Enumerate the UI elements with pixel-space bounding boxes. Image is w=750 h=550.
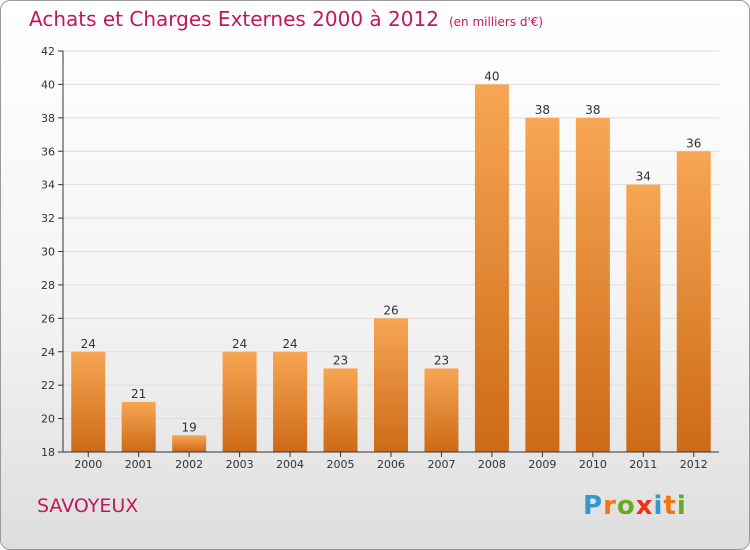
x-tick-label: 2001 <box>125 458 153 471</box>
y-tick-label: 20 <box>41 413 55 426</box>
bar-value-label: 36 <box>686 136 701 150</box>
x-tick-label: 2007 <box>427 458 455 471</box>
x-tick-label: 2003 <box>226 458 254 471</box>
y-tick-label: 36 <box>41 145 55 158</box>
bar-2004 <box>273 351 308 452</box>
bar-value-label: 24 <box>81 337 96 351</box>
bars <box>71 84 711 453</box>
bar-2008 <box>474 84 509 453</box>
bar-2012 <box>676 151 711 452</box>
logo-letter: i <box>653 491 664 521</box>
x-tick-label: 2006 <box>377 458 405 471</box>
x-tick-label: 2002 <box>175 458 203 471</box>
data-labels: 24 21 19 24 24 23 26 23 40 38 38 34 36 <box>81 69 702 434</box>
logo-letter: r <box>603 491 617 521</box>
bar-2006 <box>374 318 408 452</box>
y-tick-label: 26 <box>41 312 55 325</box>
bar-value-label: 19 <box>182 420 197 434</box>
bar-2000 <box>71 351 106 452</box>
y-tick-label: 28 <box>41 279 55 292</box>
x-tick-label: 2005 <box>327 458 355 471</box>
y-tick-label: 38 <box>41 112 55 125</box>
bar-2009 <box>525 117 560 452</box>
chart-title-text: Achats et Charges Externes 2000 à 2012 <box>29 7 439 31</box>
bar-value-label: 24 <box>232 337 247 351</box>
y-tick-label: 32 <box>41 212 55 225</box>
y-tick-label: 18 <box>41 446 55 459</box>
y-tick-label: 34 <box>41 179 55 192</box>
bar-value-label: 21 <box>131 387 146 401</box>
bar-2010 <box>575 117 610 452</box>
logo-letter: P <box>583 491 604 521</box>
bar-value-label: 26 <box>383 303 398 317</box>
y-tick-label: 42 <box>41 45 55 58</box>
x-tick-label: 2011 <box>629 458 657 471</box>
x-tick-label: 2000 <box>74 458 102 471</box>
commune-name: SAVOYEUX <box>37 495 139 517</box>
bar-2002 <box>172 435 207 452</box>
logo-letter: o <box>616 491 636 521</box>
axes: 18 20 22 24 26 28 30 32 34 36 38 40 42 2000 2001 2002 20… <box>41 45 719 471</box>
x-tick-label: 2012 <box>680 458 708 471</box>
y-tick-label: 40 <box>41 78 55 91</box>
bar-2001 <box>121 401 156 452</box>
bar-value-label: 23 <box>333 353 348 367</box>
x-tick-label: 2010 <box>579 458 607 471</box>
bar-value-label: 24 <box>282 337 297 351</box>
logo-letter: t <box>663 491 677 521</box>
bar-value-label: 38 <box>535 103 550 117</box>
y-tick-label: 24 <box>41 346 55 359</box>
bar-value-label: 23 <box>434 353 449 367</box>
logo-letter: x <box>635 491 654 521</box>
bar-2003 <box>222 351 257 452</box>
x-tick-label: 2009 <box>528 458 556 471</box>
x-tick-label: 2008 <box>478 458 506 471</box>
bar-value-label: 38 <box>585 103 600 117</box>
y-tick-label: 22 <box>41 379 55 392</box>
bar-2011 <box>626 184 661 452</box>
bar-2007 <box>424 368 459 452</box>
bar-value-label: 40 <box>484 69 499 83</box>
proxiti-logo[interactable]: Proxiti <box>583 491 687 521</box>
chart-title: Achats et Charges Externes 2000 à 2012 (e… <box>29 7 543 31</box>
y-tick-label: 30 <box>41 246 55 259</box>
logo-letter: i <box>676 491 687 521</box>
x-tick-label: 2004 <box>276 458 304 471</box>
bar-2005 <box>323 368 358 452</box>
bar-value-label: 34 <box>636 170 651 184</box>
chart-subtitle: (en milliers d'€) <box>448 15 544 29</box>
